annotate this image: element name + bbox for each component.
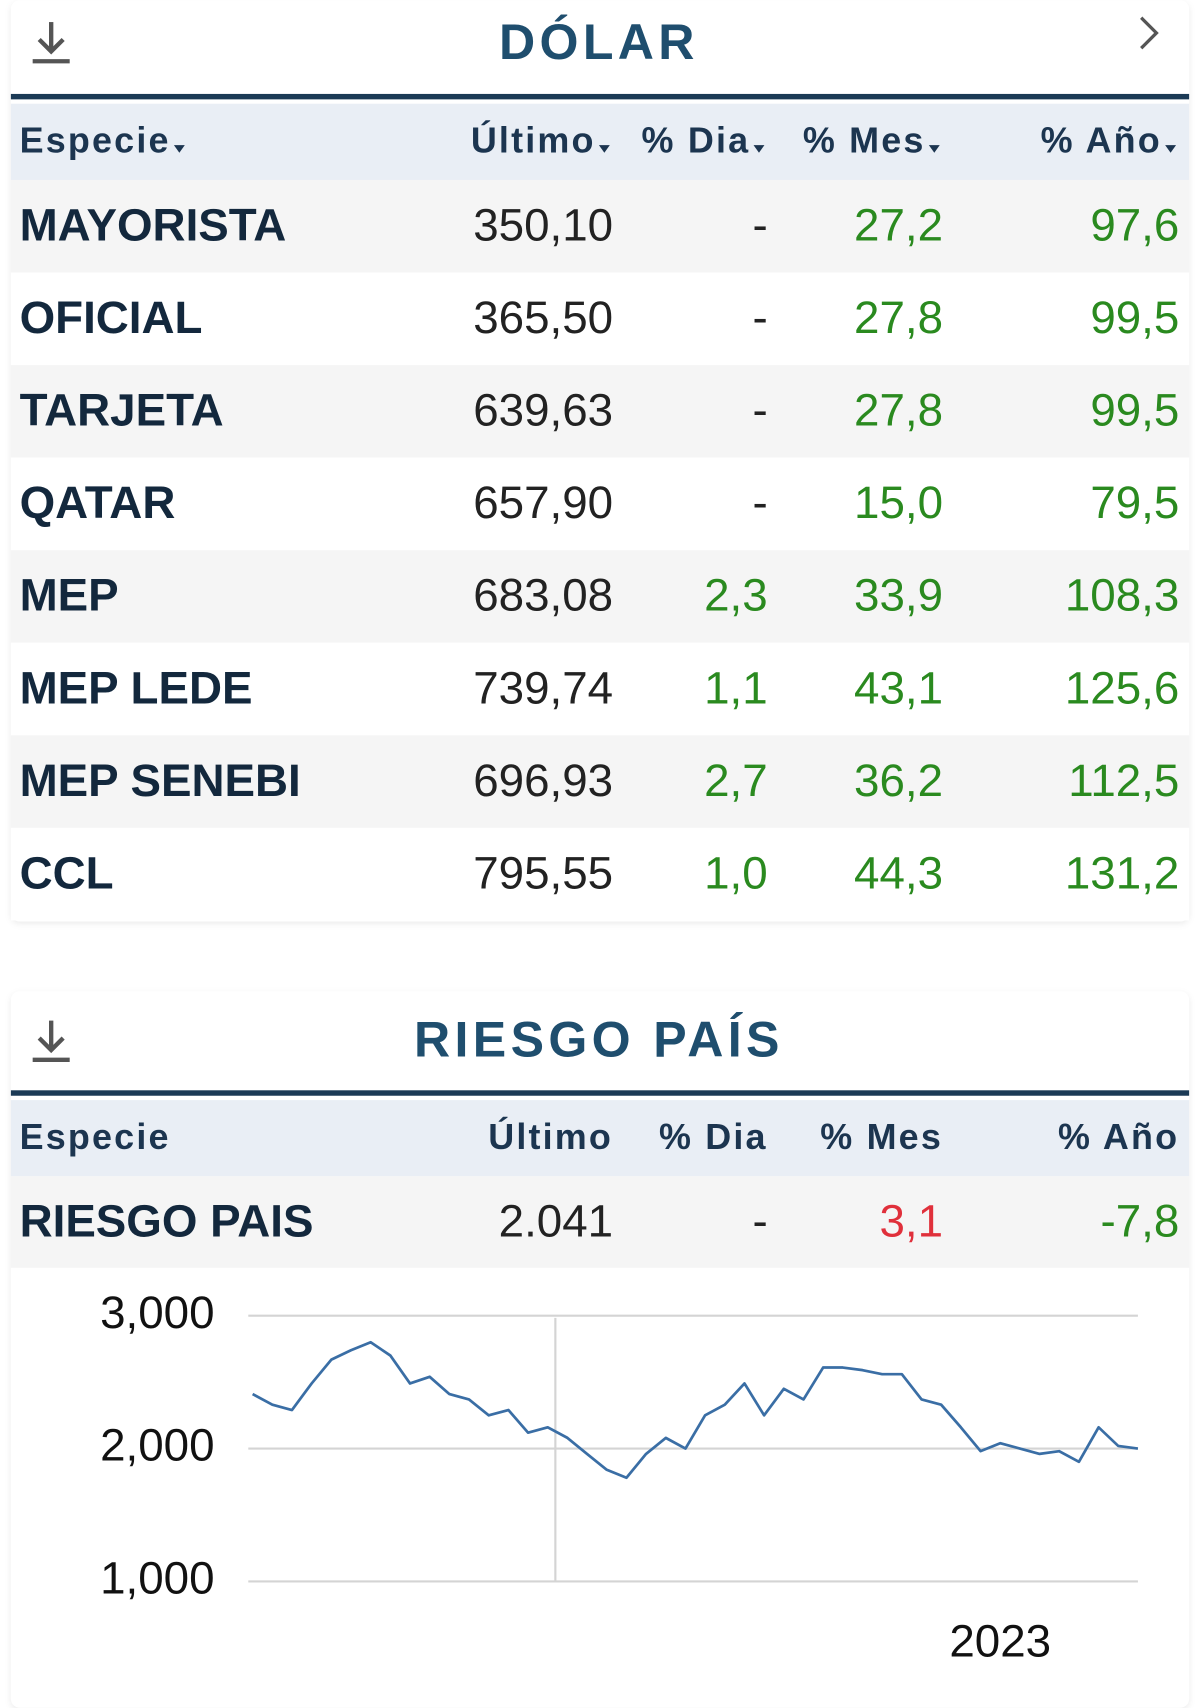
table-row bbox=[10, 735, 1190, 828]
cell-value: 43,1 bbox=[854, 662, 943, 713]
download-icon[interactable] bbox=[32, 1020, 70, 1062]
cell-value: 131,2 bbox=[1065, 847, 1179, 898]
column-header: % Mes bbox=[820, 1116, 943, 1157]
cell-value: 1,1 bbox=[704, 662, 768, 713]
y-tick-label: 3,000 bbox=[100, 1287, 214, 1338]
cell-value: - bbox=[752, 292, 767, 343]
cell-value: 639,63 bbox=[473, 385, 613, 436]
row-name: MAYORISTA bbox=[20, 199, 287, 250]
cell-value: 99,5 bbox=[1090, 292, 1179, 343]
sort-arrow[interactable] bbox=[928, 145, 940, 153]
cell-value: 3,1 bbox=[879, 1195, 943, 1246]
title-rule bbox=[10, 93, 1190, 100]
row-name: MEP bbox=[20, 570, 119, 621]
column-header: % Año bbox=[1058, 1116, 1179, 1157]
column-header[interactable]: Último bbox=[471, 119, 596, 160]
row-name: MEP LEDE bbox=[20, 662, 253, 713]
next-chevron[interactable] bbox=[1140, 16, 1159, 50]
header-row bbox=[10, 1100, 1190, 1177]
column-header[interactable]: % Dia bbox=[642, 119, 751, 160]
download-icon[interactable] bbox=[32, 22, 70, 64]
sort-arrow[interactable] bbox=[753, 145, 765, 153]
row-name: CCL bbox=[20, 847, 114, 898]
cell-value: 27,8 bbox=[854, 292, 943, 343]
x-tick-label: 2023 bbox=[949, 1616, 1051, 1667]
table-row bbox=[10, 1176, 1190, 1268]
cell-value: 27,8 bbox=[854, 385, 943, 436]
cell-value: 683,08 bbox=[473, 570, 613, 621]
table-row bbox=[10, 550, 1190, 643]
cell-value: 112,5 bbox=[1068, 755, 1179, 806]
table-row bbox=[10, 179, 1190, 273]
cell-value: - bbox=[752, 1195, 767, 1246]
cell-value: 27,2 bbox=[854, 199, 943, 250]
sort-arrow[interactable] bbox=[1165, 145, 1177, 153]
table-row bbox=[10, 457, 1190, 551]
column-header[interactable]: Especie bbox=[20, 119, 171, 160]
column-header: Último bbox=[488, 1116, 613, 1157]
cell-value: 1,0 bbox=[704, 847, 768, 898]
cell-value: 657,90 bbox=[473, 477, 613, 528]
sort-arrow[interactable] bbox=[598, 145, 610, 153]
card-title: DÓLAR bbox=[499, 14, 699, 70]
cell-value: 696,93 bbox=[473, 755, 613, 806]
sort-arrow[interactable] bbox=[173, 145, 185, 153]
cell-value: 2,3 bbox=[704, 570, 768, 621]
table-row bbox=[10, 272, 1190, 366]
row-name: MEP SENEBI bbox=[20, 755, 301, 806]
cell-value: 365,50 bbox=[473, 292, 613, 343]
series-line bbox=[251, 1340, 1139, 1480]
card-title: RIESGO PAÍS bbox=[414, 1012, 784, 1068]
cell-value: -7,8 bbox=[1101, 1195, 1180, 1246]
cell-value: 36,2 bbox=[854, 755, 943, 806]
y-tick-label: 1,000 bbox=[100, 1552, 214, 1603]
cell-value: - bbox=[752, 477, 767, 528]
cell-value: 15,0 bbox=[854, 477, 943, 528]
cell-value: 125,6 bbox=[1065, 662, 1179, 713]
column-header: % Dia bbox=[659, 1116, 768, 1157]
row-name: QATAR bbox=[20, 477, 176, 528]
cell-value: 108,3 bbox=[1065, 570, 1179, 621]
cell-value: 350,10 bbox=[473, 199, 613, 250]
cell-value: 2.041 bbox=[499, 1195, 613, 1246]
table-row bbox=[10, 365, 1190, 458]
row-name: RIESGO PAIS bbox=[20, 1195, 314, 1246]
cell-value: 33,9 bbox=[854, 570, 943, 621]
cell-value: - bbox=[752, 199, 767, 250]
row-name: TARJETA bbox=[20, 385, 224, 436]
table-row bbox=[10, 827, 1190, 921]
cell-value: 739,74 bbox=[473, 662, 613, 713]
column-header[interactable]: % Año bbox=[1041, 119, 1162, 160]
cell-value: 99,5 bbox=[1090, 385, 1179, 436]
header-row bbox=[10, 103, 1190, 180]
cell-value: - bbox=[752, 385, 767, 436]
table-row bbox=[10, 642, 1190, 736]
column-header: Especie bbox=[20, 1116, 171, 1157]
title-rule bbox=[10, 1090, 1190, 1096]
cell-value: 795,55 bbox=[473, 847, 613, 898]
y-tick-label: 2,000 bbox=[100, 1420, 214, 1471]
cell-value: 2,7 bbox=[704, 755, 768, 806]
cell-value: 97,6 bbox=[1090, 199, 1179, 250]
cell-value: 79,5 bbox=[1090, 477, 1179, 528]
cell-value: 44,3 bbox=[854, 847, 943, 898]
column-header[interactable]: % Mes bbox=[803, 119, 926, 160]
row-name: OFICIAL bbox=[20, 292, 203, 343]
